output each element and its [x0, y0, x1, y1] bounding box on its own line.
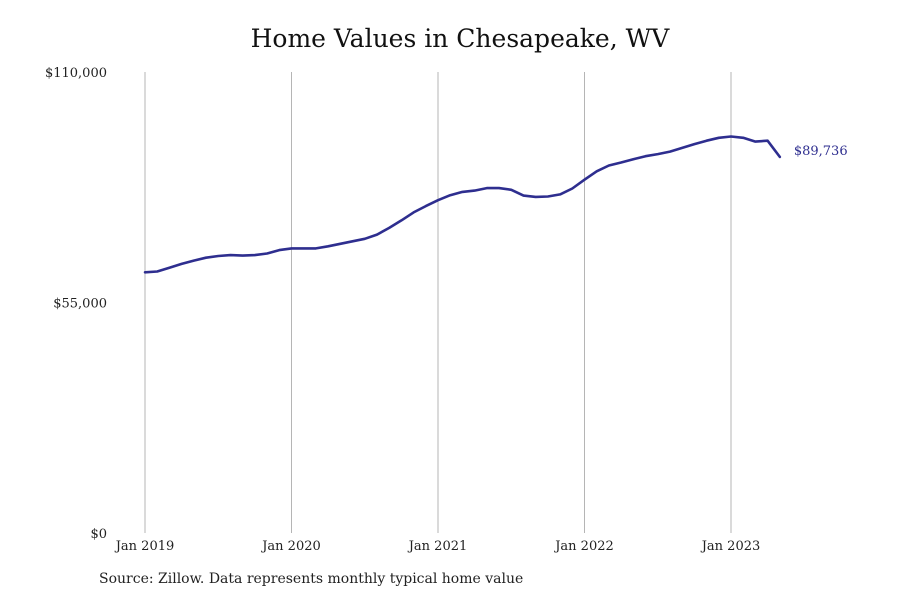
data-labels: $89,736 [794, 144, 848, 159]
y-tick-label: $0 [90, 527, 107, 542]
x-tick-label: Jan 2020 [260, 539, 321, 554]
y-axis-ticks: $0 $55,000 $110,000 [45, 66, 107, 542]
x-tick-label: Jan 2022 [553, 539, 614, 554]
y-tick-label: $55,000 [53, 297, 107, 312]
x-tick-label: Jan 2019 [114, 539, 175, 554]
y-tick-label: $110,000 [45, 66, 107, 81]
source-note: Source: Zillow. Data represents monthly … [99, 571, 524, 587]
chart-title: Home Values in Chesapeake, WV [250, 24, 670, 53]
x-tick-label: Jan 2021 [407, 539, 468, 554]
series-line [143, 135, 782, 274]
x-axis-ticks: Jan 2019 Jan 2020 Jan 2021 Jan 2022 Jan 2023 [114, 539, 761, 554]
x-tick-label: Jan 2023 [700, 539, 761, 554]
gridlines [144, 72, 732, 533]
series [143, 135, 782, 274]
end-value-label: $89,736 [794, 144, 848, 159]
